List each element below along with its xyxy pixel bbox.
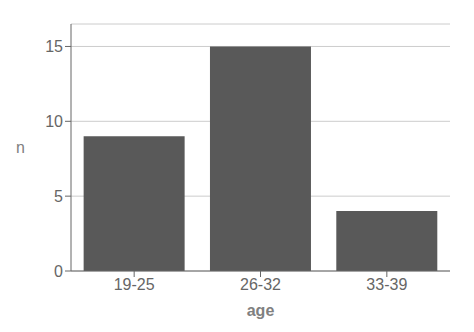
- svg-text:33-39: 33-39: [366, 276, 407, 293]
- svg-text:19-25: 19-25: [114, 276, 155, 293]
- svg-text:age: age: [247, 302, 275, 319]
- svg-text:10: 10: [45, 113, 63, 130]
- svg-text:26-32: 26-32: [240, 276, 281, 293]
- svg-text:n: n: [16, 139, 25, 156]
- svg-text:0: 0: [54, 263, 63, 280]
- svg-text:15: 15: [45, 38, 63, 55]
- svg-text:5: 5: [54, 188, 63, 205]
